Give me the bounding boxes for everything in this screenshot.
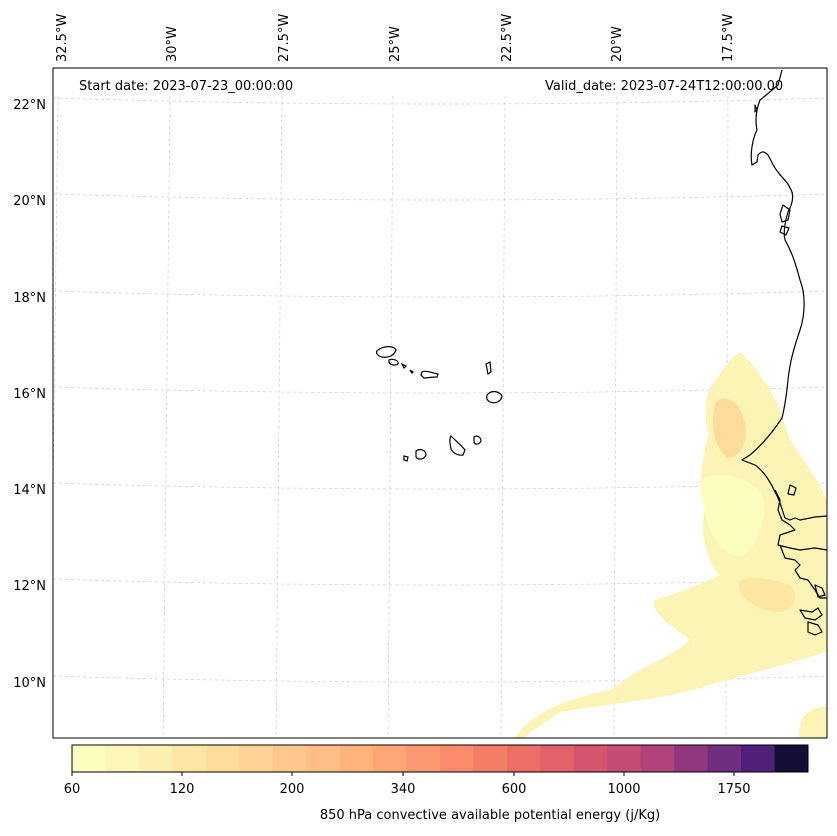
lon-label-27-5w: 27.5°W (277, 13, 292, 62)
colorbar-segment (774, 745, 809, 772)
coastline (814, 584, 826, 598)
cape-field (515, 352, 827, 738)
cape-region (738, 577, 796, 612)
lon-label-20w: 20°W (610, 26, 625, 62)
colorbar (71, 744, 809, 776)
meridian-line (387, 95, 394, 738)
lat-label-16n: 16°N (13, 387, 46, 402)
lat-label-10n: 10°N (13, 676, 46, 691)
colorbar-segment (172, 745, 207, 772)
colorbar-tick-200: 200 (279, 782, 305, 797)
coastlines (376, 69, 827, 636)
coastline (807, 621, 823, 636)
parallel-line (53, 193, 827, 201)
coastline (774, 489, 827, 551)
lat-label-18n: 18°N (13, 291, 46, 306)
colorbar-segment (406, 745, 441, 772)
lat-label-20n: 20°N (13, 194, 46, 209)
cape-region (799, 707, 827, 738)
colorbar-segment (741, 745, 776, 772)
colorbar-segment (205, 745, 240, 772)
lat-label-12n: 12°N (13, 579, 46, 594)
island-outline (485, 361, 492, 375)
colorbar-label: 850 hPa convective available potential e… (319, 808, 661, 823)
lon-label-17-5w: 17.5°W (721, 13, 736, 62)
parallel-line (53, 482, 827, 490)
colorbar-segment (607, 745, 642, 772)
island-outline (420, 370, 439, 379)
colorbar-segment (540, 745, 575, 772)
coastline (779, 204, 791, 223)
island-outline (473, 435, 482, 445)
island-outline (388, 358, 399, 366)
colorbar-segment (707, 745, 742, 772)
parallel-line (53, 290, 827, 298)
coastline (787, 484, 797, 496)
meridian-line (500, 95, 506, 738)
island-outline (403, 455, 409, 462)
coastline (779, 225, 790, 236)
coastline (799, 607, 823, 621)
island-outline (415, 449, 427, 460)
colorbar-segment (473, 745, 508, 772)
lon-label-30w: 30°W (165, 26, 180, 62)
colorbar-segment (72, 745, 106, 772)
colorbar-segment (306, 745, 341, 772)
colorbar-segment (105, 745, 140, 772)
colorbar-segment (573, 745, 608, 772)
lon-label-22-5w: 22.5°W (500, 13, 515, 62)
cape-region (700, 474, 765, 556)
colorbar-segment (373, 745, 408, 772)
island-outline (409, 369, 414, 374)
lat-label-22n: 22°N (13, 98, 46, 113)
colorbar-segment (674, 745, 709, 772)
colorbar-segment (138, 745, 173, 772)
parallel-line (53, 97, 827, 105)
parallel-line (53, 675, 827, 683)
colorbar-segment (339, 745, 374, 772)
colorbar-tick-340: 340 (390, 782, 416, 797)
valid-date-text: Valid_date: 2023-07-24T12:00:00.00 (545, 79, 784, 94)
map-frame (52, 67, 828, 739)
coastline (754, 104, 758, 113)
colorbar-tick-600: 600 (501, 782, 527, 797)
island-outline (449, 435, 466, 456)
meridian-line (613, 95, 618, 738)
colorbar-border (71, 744, 809, 773)
island-outline (400, 362, 408, 370)
cape-region (515, 352, 827, 738)
colorbar-segment (272, 745, 307, 772)
lon-label-25w: 25°W (388, 26, 403, 62)
island-outline (376, 346, 397, 358)
parallel-line (53, 386, 827, 394)
colorbar-tick-120: 120 (169, 782, 195, 797)
lat-label-14n: 14°N (13, 483, 46, 498)
meridian-line (275, 95, 283, 738)
cape-region (713, 398, 746, 458)
colorbar-segment (239, 745, 274, 772)
colorbar-tick-60: 60 (63, 782, 81, 797)
colorbar-tick-1000: 1000 (607, 782, 641, 797)
meridian-line (162, 95, 171, 738)
colorbar-segment (640, 745, 675, 772)
island-outline (486, 390, 503, 404)
parallel-line (53, 578, 827, 586)
lon-label-32-5w: 32.5°W (55, 13, 70, 62)
gridlines (53, 95, 827, 738)
colorbar-segment (506, 745, 541, 772)
colorbar-segment (440, 745, 474, 772)
colorbar-tick-1750: 1750 (717, 782, 751, 797)
start-date-text: Start date: 2023-07-23_00:00:00 (79, 79, 294, 94)
